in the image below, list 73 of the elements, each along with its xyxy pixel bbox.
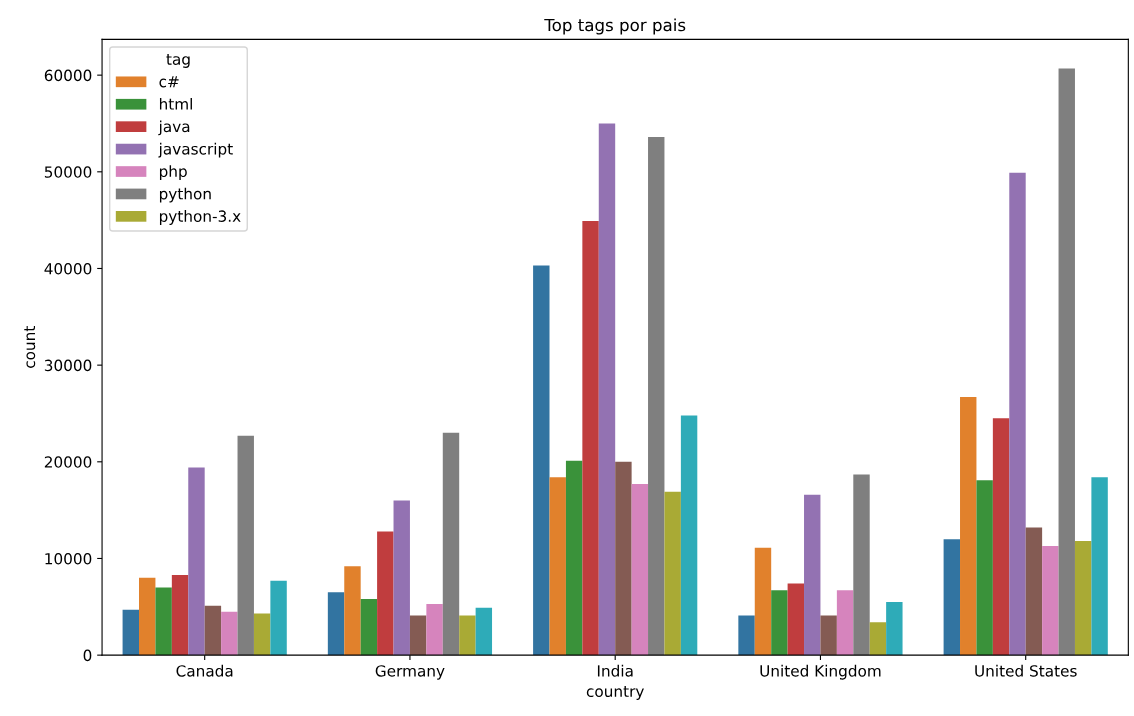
bar — [459, 615, 476, 656]
bar — [1042, 545, 1059, 656]
y-tick-label: 10000 — [45, 552, 92, 565]
y-tick-label: 20000 — [44, 456, 92, 468]
bar — [960, 397, 977, 656]
x-tick-label: India — [597, 664, 633, 677]
legend-label: java — [158, 120, 190, 136]
bar — [171, 574, 189, 656]
bar — [475, 607, 493, 656]
bar — [409, 615, 427, 656]
bar — [393, 500, 410, 656]
bar — [754, 547, 772, 656]
bar — [139, 577, 156, 656]
legend-label: php — [159, 165, 187, 181]
y-tick-label: 0 — [83, 649, 92, 662]
y-axis-title: count — [24, 326, 36, 368]
bar — [188, 467, 205, 656]
bar — [836, 590, 854, 656]
bar — [820, 615, 837, 656]
bar — [270, 580, 287, 656]
legend-label: python — [159, 187, 211, 203]
bar — [664, 491, 681, 656]
chart-title: Top tags por pais — [544, 18, 686, 35]
bar — [221, 611, 238, 656]
bar — [426, 603, 443, 656]
bar — [648, 137, 665, 656]
bar — [204, 605, 222, 656]
bar — [886, 601, 903, 656]
bar — [943, 539, 961, 656]
bar — [615, 461, 632, 656]
bar — [1058, 68, 1075, 656]
bar — [631, 484, 649, 656]
bar — [869, 622, 887, 656]
bar — [976, 480, 993, 656]
bar — [1074, 541, 1092, 656]
y-tick-label: 30000 — [44, 359, 92, 372]
bar — [360, 599, 378, 656]
x-tick-label: United Kingdom — [760, 664, 881, 680]
y-tick-label: 50000 — [44, 166, 92, 178]
bar — [565, 460, 583, 656]
bar — [1091, 477, 1108, 656]
x-tick-label: Germany — [375, 665, 445, 680]
legend-title: tag — [166, 54, 190, 68]
bar — [549, 477, 566, 656]
bar — [582, 221, 599, 656]
bar — [1009, 172, 1026, 656]
bar — [738, 615, 755, 656]
legend-label: html — [159, 97, 192, 110]
bar — [992, 418, 1010, 656]
bar — [533, 265, 550, 656]
x-axis-title: country — [586, 686, 644, 700]
bar — [680, 415, 698, 656]
bar — [853, 474, 870, 656]
x-tick-label: Canada — [176, 664, 233, 677]
bar — [327, 592, 345, 656]
y-tick-label: 40000 — [44, 262, 92, 275]
y-tick-label: 60000 — [44, 69, 92, 82]
bar — [804, 494, 821, 656]
bar — [787, 583, 805, 656]
bar — [237, 435, 254, 656]
bar — [122, 609, 140, 656]
bar — [598, 123, 616, 656]
legend-label: c# — [159, 76, 179, 88]
bar — [155, 587, 172, 656]
legend-label: python-3.x — [159, 210, 241, 225]
bar — [377, 531, 394, 656]
bar — [344, 566, 361, 656]
bar — [1025, 527, 1043, 656]
bar — [253, 613, 271, 656]
legend-label: javascript — [158, 142, 233, 158]
x-tick-label: United States — [975, 664, 1077, 677]
bar — [442, 432, 460, 656]
bar — [771, 590, 788, 656]
